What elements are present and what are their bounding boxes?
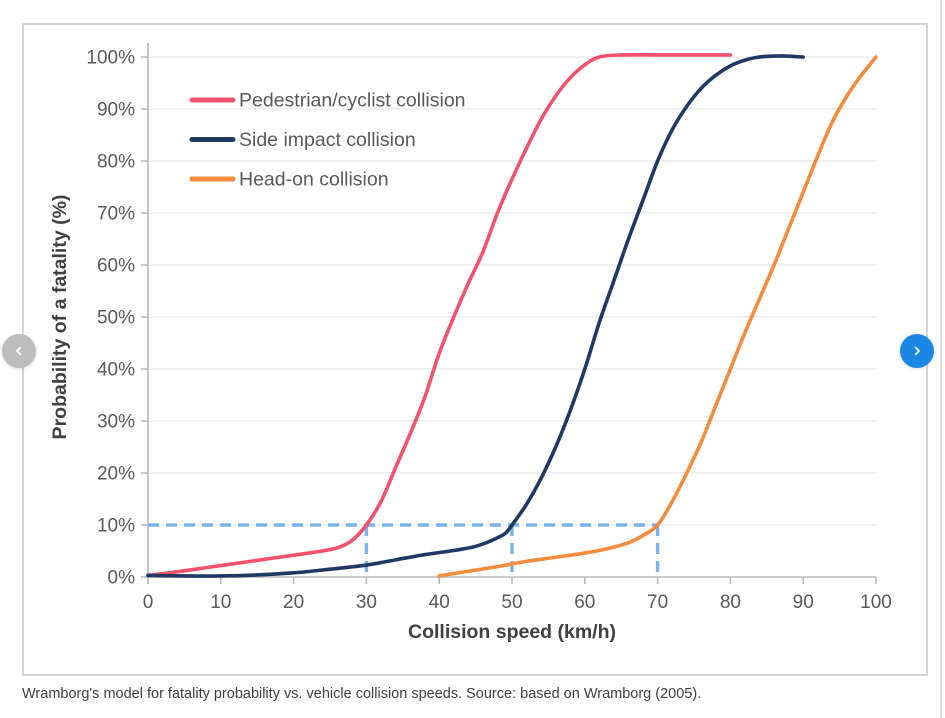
chevron-left-icon: [16, 346, 22, 356]
x-tick-label: 70: [647, 592, 668, 613]
x-tick-label: 0: [143, 592, 154, 613]
y-tick-label: 30%: [97, 411, 135, 432]
y-axis-title: Probability of a fatality (%): [49, 195, 71, 440]
y-tick-label: 10%: [97, 515, 135, 536]
series-lines: [146, 52, 878, 578]
chevron-right-icon: [914, 346, 920, 356]
tick-labels: 0% 10% 20% 30% 40% 50% 60% 70% 80% 90% 100% 0 10 20 30…: [86, 47, 891, 613]
legend-item-1: Side impact collision: [189, 129, 416, 151]
series-line-2: [437, 55, 878, 578]
legend-label: Pedestrian/cyclist collision: [239, 90, 466, 112]
series-line-0: [146, 52, 733, 578]
y-tick-label: 40%: [97, 359, 135, 380]
carousel-next-button[interactable]: [900, 334, 934, 368]
y-tick-label: 70%: [97, 203, 135, 224]
y-tick-label: 100%: [86, 47, 135, 68]
y-tick-label: 50%: [97, 307, 135, 328]
y-tick-label: 20%: [97, 463, 135, 484]
axes: [141, 43, 877, 584]
x-tick-label: 40: [429, 592, 450, 613]
x-tick-label: 30: [356, 592, 377, 613]
x-tick-label: 90: [793, 592, 814, 613]
y-tick-label: 60%: [97, 255, 135, 276]
legend-label: Side impact collision: [239, 129, 416, 151]
x-tick-label: 10: [210, 592, 231, 613]
legend-item-0: Pedestrian/cyclist collision: [189, 90, 466, 112]
y-tick-label: 90%: [97, 99, 135, 120]
reference-lines: [148, 523, 660, 577]
carousel-prev-button[interactable]: [2, 334, 36, 368]
fatality-probability-chart: 0% 10% 20% 30% 40% 50% 60% 70% 80% 90% 100% 0 10 20 30…: [49, 43, 892, 643]
legend-label: Head-on collision: [239, 169, 389, 191]
series-line-1: [146, 54, 805, 578]
x-tick-label: 100: [860, 592, 892, 613]
legend: Pedestrian/cyclist collision Side impact …: [189, 90, 466, 191]
gridlines: [148, 56, 876, 526]
x-tick-label: 60: [574, 592, 595, 613]
y-tick-label: 0%: [108, 567, 136, 588]
x-axis-title: Collision speed (km/h): [408, 621, 616, 643]
figure-caption: Wramborg's model for fatality probabilit…: [22, 686, 702, 702]
legend-item-2: Head-on collision: [189, 169, 389, 191]
y-tick-label: 80%: [97, 151, 135, 172]
chart-card: 0% 10% 20% 30% 40% 50% 60% 70% 80% 90% 100% 0 10 20 30…: [22, 23, 928, 676]
x-tick-label: 50: [501, 592, 522, 613]
x-tick-label: 80: [720, 592, 741, 613]
x-tick-label: 20: [283, 592, 304, 613]
adjacent-card-edge: [940, 0, 942, 718]
